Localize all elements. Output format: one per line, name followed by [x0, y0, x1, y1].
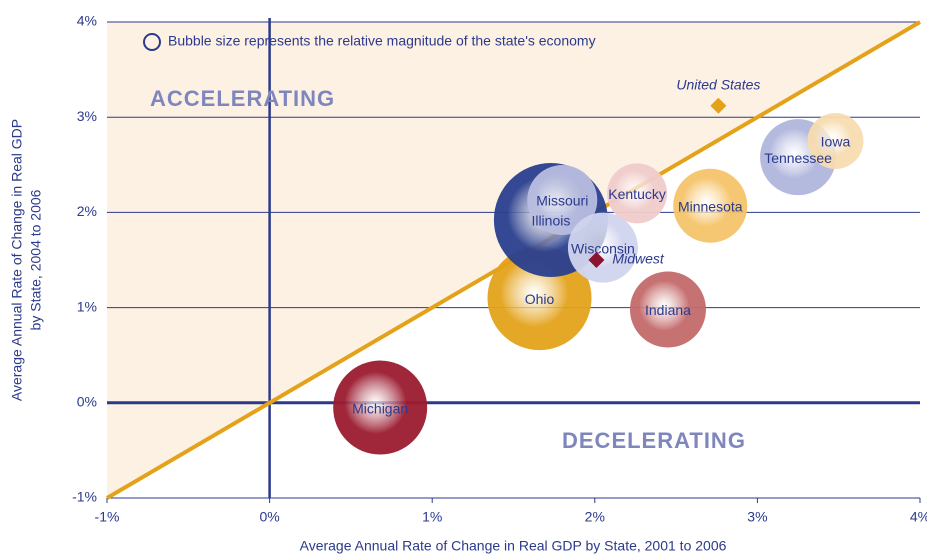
bubble: [629, 271, 706, 348]
y-tick-label: 0%: [77, 394, 97, 410]
y-axis-title: Average Annual Rate of Change in Real GD…: [9, 119, 25, 401]
note-icon: [143, 33, 161, 51]
y-axis-title: by State, 2004 to 2006: [28, 189, 44, 330]
x-tick-label: 4%: [910, 509, 927, 525]
note: Bubble size represents the relative magn…: [168, 33, 596, 49]
bubble: [333, 360, 428, 455]
bubble: [567, 212, 638, 283]
x-axis-title: Average Annual Rate of Change in Real GD…: [300, 538, 727, 554]
bubble-label: Michigan: [352, 400, 408, 416]
x-tick-label: 1%: [422, 509, 442, 525]
annotation: ACCELERATING: [150, 86, 335, 111]
x-tick-label: 3%: [747, 509, 767, 525]
bubble-label: Minnesota: [678, 198, 743, 214]
bubble: [673, 168, 748, 243]
y-tick-label: 3%: [77, 108, 97, 124]
bubble-label: Iowa: [821, 134, 851, 150]
x-tick-label: -1%: [95, 509, 120, 525]
y-tick-label: 1%: [77, 298, 97, 314]
bubble-label: Ohio: [525, 291, 555, 307]
bubble: [607, 163, 668, 224]
x-tick-label: 2%: [585, 509, 605, 525]
bubble-label: Wisconsin: [571, 240, 635, 256]
x-tick-label: 0%: [259, 509, 279, 525]
bubble-label: Tennessee: [764, 150, 832, 166]
marker: [588, 252, 605, 268]
y-tick-label: -1%: [72, 489, 97, 505]
marker: [710, 97, 727, 114]
bubble: [807, 113, 864, 169]
bubble: [527, 165, 598, 236]
bubble-label: Missouri: [536, 193, 588, 209]
annotation: DECELERATING: [562, 428, 746, 453]
bubble-label: Indiana: [645, 302, 691, 318]
y-tick-label: 4%: [77, 13, 97, 29]
y-tick-label: 2%: [77, 203, 97, 219]
marker-label: United States: [676, 76, 760, 92]
marker-label: Midwest: [612, 251, 664, 267]
bubble-label: Illinois: [531, 213, 570, 229]
bubble-label: Kentucky: [608, 186, 666, 202]
